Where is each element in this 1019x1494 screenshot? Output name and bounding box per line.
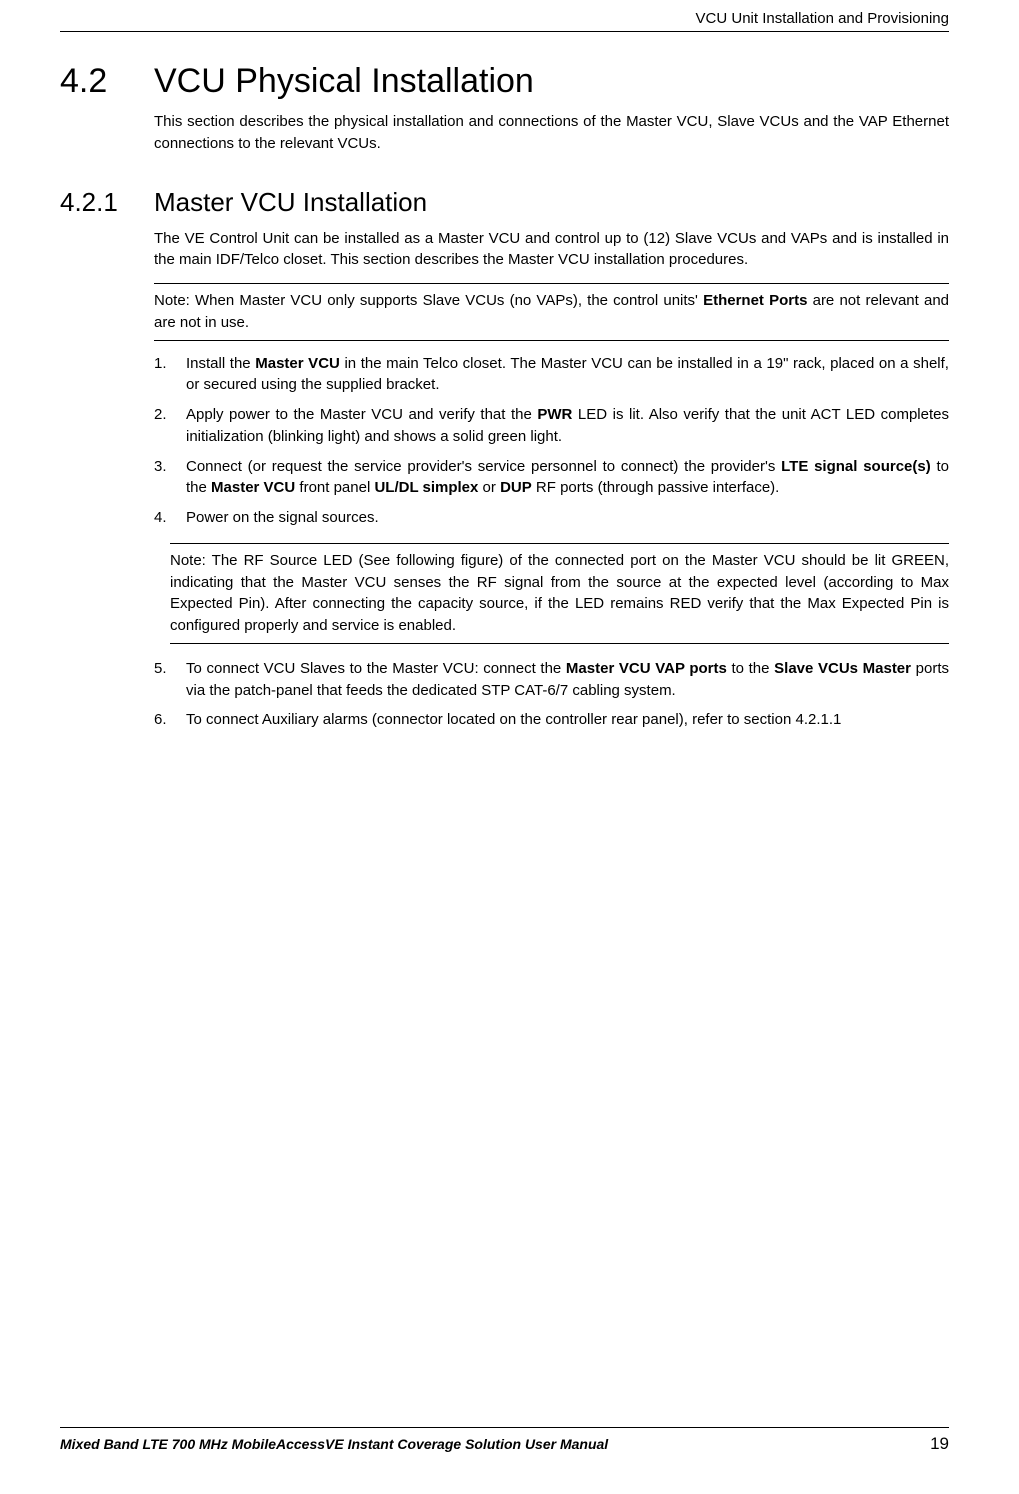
bold-text: UL/DL simplex [374, 479, 478, 496]
text: to the [727, 660, 774, 677]
text: To connect VCU Slaves to the Master VCU:… [186, 660, 566, 677]
note-box-2: Note: The RF Source LED (See following f… [170, 543, 949, 644]
bold-text: Slave VCUs Master [774, 660, 911, 677]
bold-text: Master VCU VAP ports [566, 660, 727, 677]
text: Apply power to the Master VCU and verify… [186, 406, 537, 423]
section-heading-4-2: 4.2 VCU Physical Installation [60, 62, 949, 101]
list-item: Power on the signal sources. [154, 507, 949, 529]
text: Install the [186, 355, 255, 372]
section-4-2-intro: This section describes the physical inst… [154, 111, 949, 155]
section-number: 4.2.1 [60, 187, 154, 218]
document-page: VCU Unit Installation and Provisioning 4… [0, 0, 1019, 1494]
section-heading-4-2-1: 4.2.1 Master VCU Installation [60, 187, 949, 218]
header-text: VCU Unit Installation and Provisioning [696, 10, 949, 27]
section-4-2-1-intro: The VE Control Unit can be installed as … [154, 228, 949, 272]
list-item: Apply power to the Master VCU and verify… [154, 404, 949, 448]
bold-text: Master VCU [255, 355, 340, 372]
section-number: 4.2 [60, 62, 154, 101]
text: front panel [295, 479, 374, 496]
bold-text: LTE signal source(s) [781, 458, 931, 475]
section-title: Master VCU Installation [154, 187, 427, 218]
list-item: Connect (or request the service provider… [154, 456, 949, 500]
note-text: Note: The RF Source LED (See following f… [170, 552, 949, 634]
procedure-list-b: To connect VCU Slaves to the Master VCU:… [154, 658, 949, 731]
footer-title: Mixed Band LTE 700 MHz MobileAccessVE In… [60, 1436, 608, 1452]
footer-page-number: 19 [930, 1434, 949, 1454]
list-item: To connect VCU Slaves to the Master VCU:… [154, 658, 949, 702]
text: Connect (or request the service provider… [186, 458, 781, 475]
list-item: To connect Auxiliary alarms (connector l… [154, 709, 949, 731]
bold-text: Master VCU [211, 479, 295, 496]
bold-text: PWR [537, 406, 572, 423]
list-item: Install the Master VCU in the main Telco… [154, 353, 949, 397]
note-box-1: Note: When Master VCU only supports Slav… [154, 283, 949, 341]
procedure-list-a: Install the Master VCU in the main Telco… [154, 353, 949, 529]
text: To connect Auxiliary alarms (connector l… [186, 711, 841, 728]
section-title: VCU Physical Installation [154, 62, 534, 101]
bold-text: DUP [500, 479, 532, 496]
text: or [478, 479, 500, 496]
text: RF ports (through passive interface). [532, 479, 780, 496]
page-header: VCU Unit Installation and Provisioning [60, 10, 949, 32]
page-footer: Mixed Band LTE 700 MHz MobileAccessVE In… [60, 1427, 949, 1454]
note-text-bold: Ethernet Ports [703, 292, 807, 309]
text: Power on the signal sources. [186, 509, 379, 526]
section-4-2-1-body: The VE Control Unit can be installed as … [154, 228, 949, 732]
note-text-pre: Note: When Master VCU only supports Slav… [154, 292, 703, 309]
